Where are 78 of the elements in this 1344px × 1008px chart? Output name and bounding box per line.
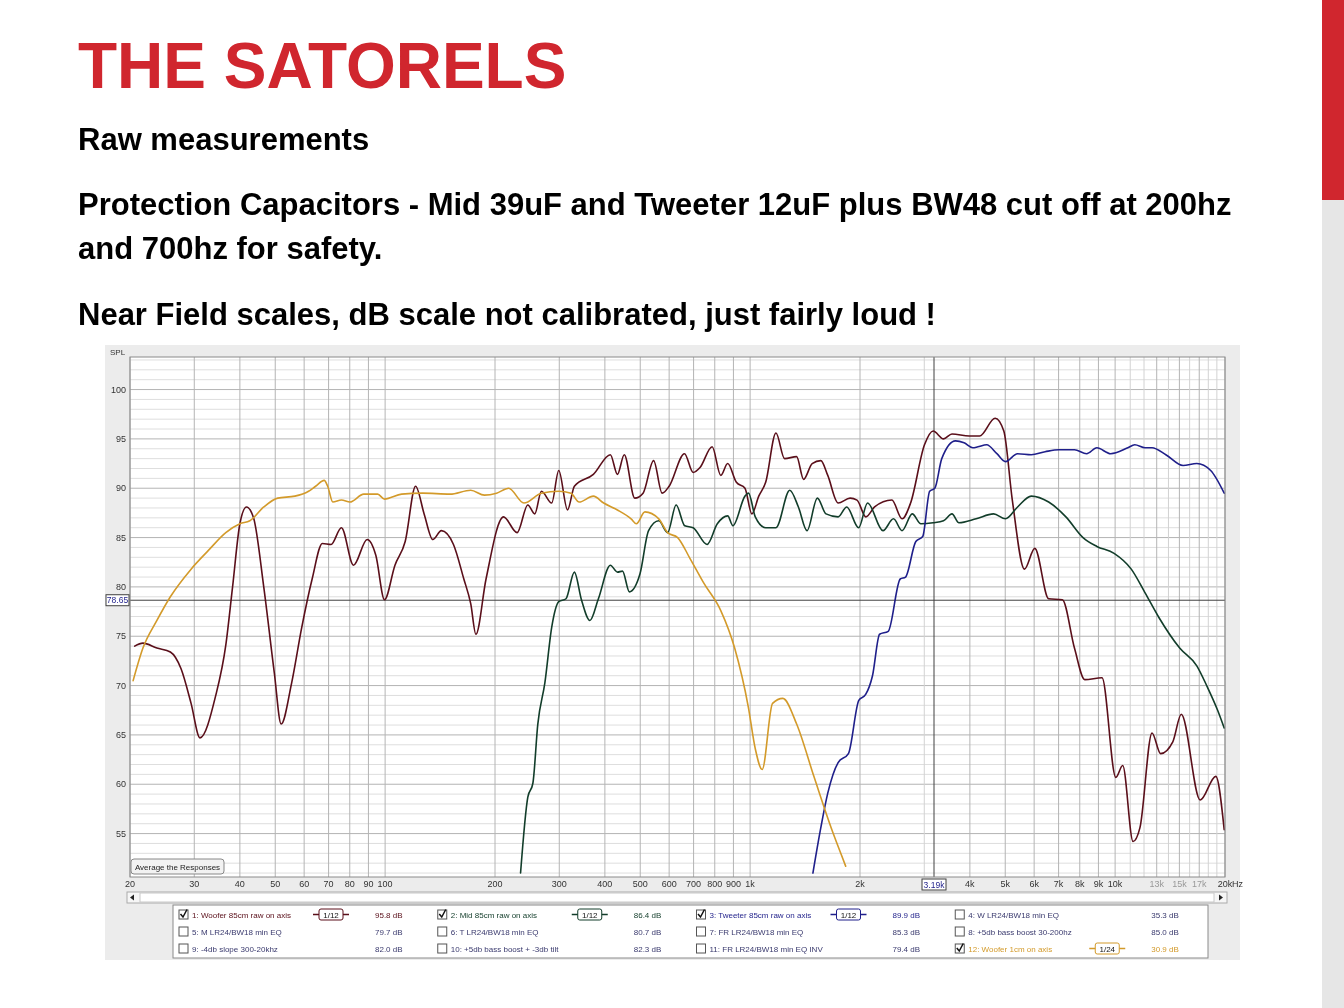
chart-title: THE SATORELS [78, 30, 567, 102]
text: 30.9 dB [1151, 945, 1179, 954]
x-tick-label: 9k [1093, 879, 1104, 889]
text: 11: FR LR24/BW18 min EQ INV [709, 945, 824, 954]
text: 1/12 [323, 910, 340, 920]
text: 2: Mid 85cm raw on axis [450, 911, 538, 920]
x-tick-label: 60 [299, 879, 310, 889]
text: 82.0 dB [375, 945, 403, 954]
text: 86.4 dB [633, 911, 662, 920]
x-tick-label: 100 [377, 879, 393, 889]
x-tick-label: 500 [632, 879, 648, 889]
text: 89.9 dB [892, 911, 921, 920]
text: 3: Tweeter 85cm raw on axis [709, 911, 812, 920]
x-tick-label: 1k [745, 879, 756, 889]
text: 8: +5db bass boost 30-200hz [968, 928, 1072, 937]
text: Near Field scales, dB scale not calibrated, just fairly loud ! [78, 297, 936, 332]
average-button: Average the Responses [130, 858, 225, 875]
text: 7: FR LR24/BW18 min EQ [709, 928, 804, 937]
text: 4: W LR24/BW18 min EQ [968, 911, 1059, 920]
text: 1/12 [581, 910, 599, 920]
x-tick-label: 600 [661, 879, 677, 889]
y-tick-label: 70 [115, 680, 126, 691]
x-tick-label: 900 [725, 879, 741, 889]
y-tick-label: 80 [115, 581, 126, 592]
y-axis-title: SPL [110, 348, 126, 357]
x-tick-label: 700 [686, 879, 702, 889]
text: 5: M LR24/BW18 min EQ [192, 928, 282, 937]
text: 6: T LR24/BW18 min EQ [450, 928, 539, 937]
text: 35.3 dB [1151, 911, 1179, 920]
text: 1/24 [1099, 944, 1116, 954]
x-tick-label: 80 [344, 879, 355, 889]
text: Protection Capacitors - Mid 39uF and Tweeter 12uF plus BW48 cut off at 200hz and 700hz for safety. [78, 187, 1232, 266]
ref-line-label: 78.65 [106, 595, 129, 606]
x-tick-label: 20k [1217, 879, 1233, 889]
annotation: Average the Responses [134, 863, 221, 872]
x-axis-title: Hz [1232, 879, 1244, 889]
x-tick-label: 50 [270, 879, 281, 889]
chart-subtitle: Raw measurements [78, 122, 370, 157]
x-tick-label: 90 [363, 879, 374, 889]
x-tick-label: 30 [189, 879, 200, 889]
x-tick-label: 6k [1029, 879, 1040, 889]
x-tick-label: 2k [855, 879, 866, 889]
y-tick-label: 90 [115, 483, 126, 494]
x-tick-label: 13k [1149, 879, 1165, 889]
text: 85.0 dB [1151, 928, 1179, 937]
x-tick-label: 20 [124, 879, 136, 889]
text: 10: +5db bass boost + -3db tilt [450, 945, 560, 954]
text: 79.4 dB [892, 945, 921, 954]
text: 1/12 [840, 910, 857, 920]
text: 1: Woofer 85cm raw on axis [192, 911, 292, 920]
x-tick-label: 400 [597, 879, 613, 889]
y-tick-label: 95 [115, 433, 126, 444]
ref-line-label: 3.19k [923, 879, 946, 890]
text: 9: -4db slope 300-20khz [192, 945, 278, 954]
text: 79.7 dB [375, 928, 403, 937]
x-tick-label: 800 [707, 879, 723, 889]
text: 85.3 dB [892, 928, 921, 937]
x-tick-label: 8k [1074, 879, 1085, 889]
x-tick-label: 10k [1107, 879, 1123, 889]
x-tick-label: 15k [1172, 879, 1188, 889]
y-tick-label: 60 [115, 779, 126, 790]
x-tick-label: 4k [965, 879, 976, 889]
y-tick-label: 75 [115, 631, 126, 642]
text: 95.8 dB [375, 911, 403, 920]
y-tick-label: 85 [115, 532, 126, 543]
x-tick-label: 200 [487, 879, 503, 889]
x-tick-label: 40 [234, 879, 245, 889]
x-tick-label: 7k [1053, 879, 1064, 889]
x-tick-label: 300 [551, 879, 567, 889]
x-tick-label: 70 [323, 879, 334, 889]
y-tick-label: 55 [115, 828, 126, 839]
y-tick-label: 100 [110, 384, 126, 395]
x-tick-label: 5k [1000, 879, 1011, 889]
text: 82.3 dB [633, 945, 662, 954]
text: 12: Woofer 1cm on axis [968, 945, 1053, 954]
text: 80.7 dB [633, 928, 662, 937]
x-tick-label: 17k [1191, 879, 1207, 889]
y-tick-label: 65 [115, 729, 126, 740]
